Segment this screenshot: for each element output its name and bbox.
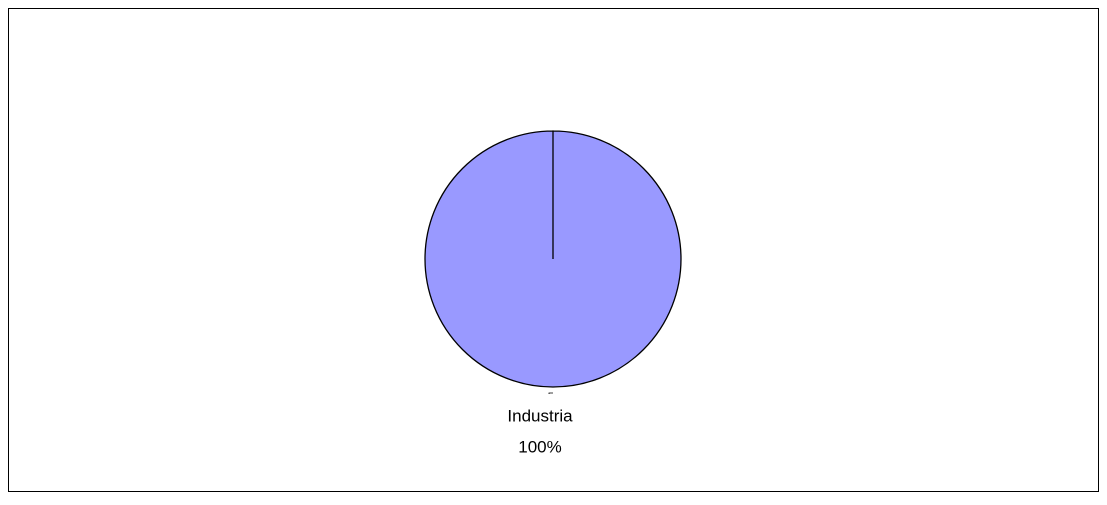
slice-value-label: 100% bbox=[518, 437, 561, 456]
slice-label: Industria bbox=[507, 406, 573, 425]
leader-line bbox=[548, 392, 553, 394]
pie-slice bbox=[424, 130, 682, 388]
